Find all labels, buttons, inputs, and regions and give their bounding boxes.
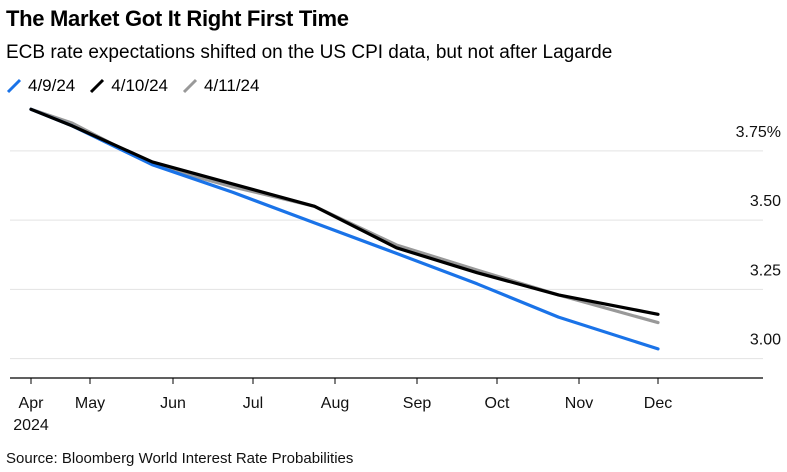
- series-line-4-9-24: [29, 107, 660, 351]
- x-tick-label: Apr: [19, 395, 45, 412]
- y-tick-label: 3.25: [750, 262, 781, 279]
- legend-item-4-11-24: 4/11/24: [182, 76, 259, 96]
- x-tick-label: Sep: [403, 395, 432, 412]
- source-note: Source: Bloomberg World Interest Rate Pr…: [6, 450, 354, 467]
- legend-item-4-9-24: 4/9/24: [6, 76, 75, 96]
- y-axis-labels: 3.75% 3.50 3.25 3.00: [736, 124, 781, 349]
- y-tick-label: 3.75%: [736, 124, 781, 141]
- x-tick-label: Nov: [565, 395, 593, 412]
- x-tick-label: Dec: [644, 395, 672, 412]
- series-line-4-10-24: [29, 107, 660, 316]
- legend-item-4-10-24: 4/10/24: [89, 76, 168, 96]
- y-tick-label: 3.50: [750, 193, 781, 210]
- legend-swatch-gray: [182, 78, 198, 94]
- legend: 4/9/24 4/10/24 4/11/24: [6, 76, 273, 96]
- legend-label: 4/10/24: [111, 76, 168, 95]
- x-tick-label: Jun: [160, 395, 186, 412]
- chart-subtitle: ECB rate expectations shifted on the US …: [6, 42, 613, 63]
- series-line-4-11-24: [29, 107, 660, 325]
- x-axis: [10, 377, 763, 384]
- y-tick-label: 3.00: [750, 332, 781, 349]
- x-tick-label: Jul: [243, 395, 263, 412]
- x-tick-label: Aug: [321, 395, 349, 412]
- x-tick-label: Oct: [485, 395, 510, 412]
- x-year-label: 2024: [13, 417, 49, 434]
- x-tick-label: May: [75, 395, 105, 412]
- chart-title: The Market Got It Right First Time: [6, 6, 349, 31]
- legend-swatch-blue: [6, 78, 22, 94]
- legend-label: 4/9/24: [28, 76, 76, 95]
- gridlines: [10, 150, 763, 360]
- legend-swatch-black: [89, 78, 105, 94]
- series-lines: [29, 107, 660, 351]
- legend-label: 4/11/24: [204, 76, 260, 95]
- x-axis-labels: Apr May Jun Jul Aug Sep Oct Nov Dec 2024: [13, 395, 672, 434]
